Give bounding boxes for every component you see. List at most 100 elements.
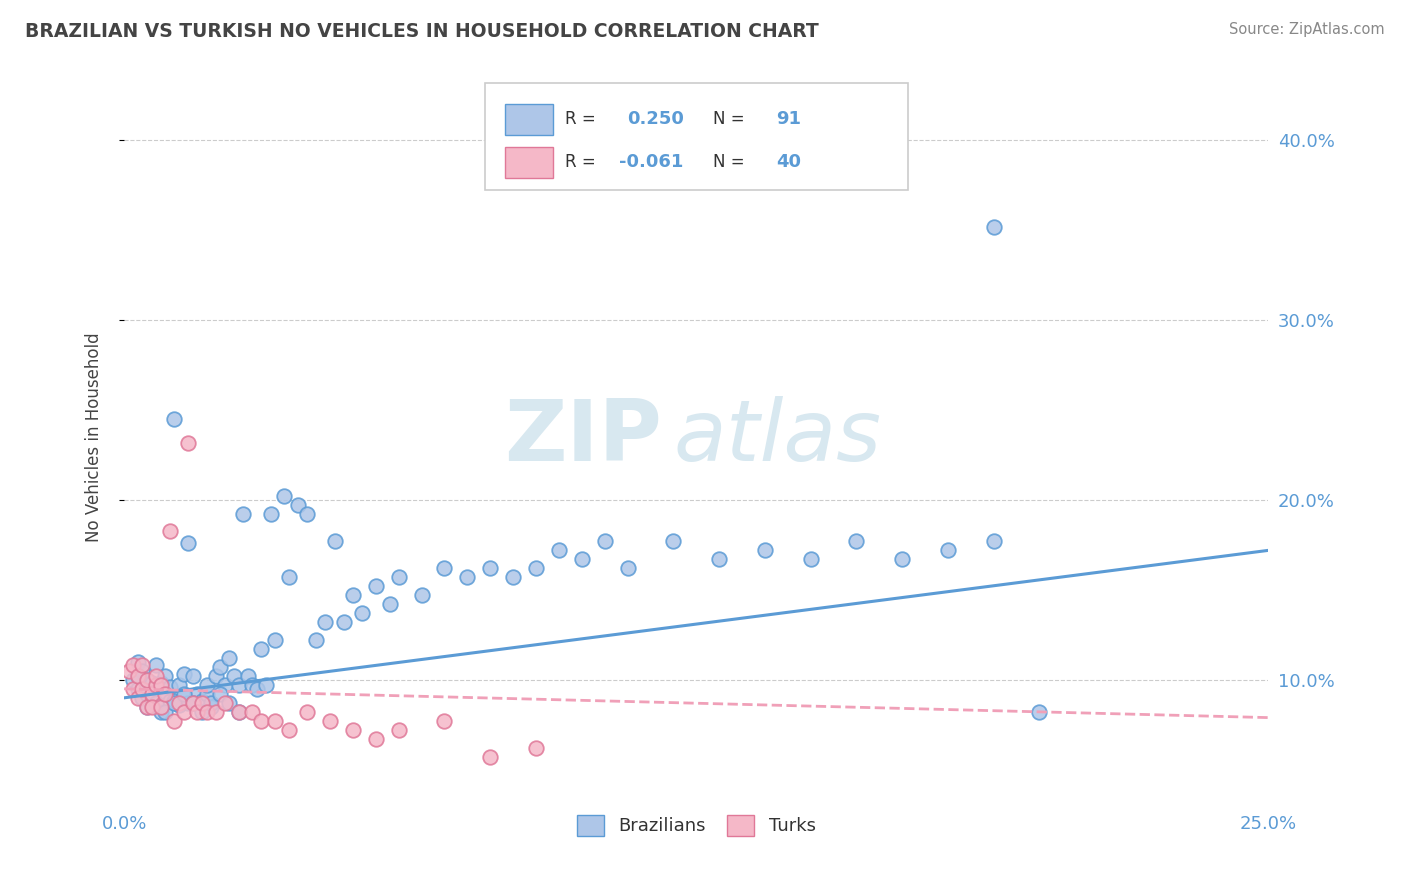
Point <box>433 714 456 729</box>
Point <box>177 435 200 450</box>
Text: -0.061: -0.061 <box>620 153 683 171</box>
Point <box>195 705 218 719</box>
Point <box>983 534 1005 549</box>
Point <box>388 570 411 584</box>
Text: N =: N = <box>713 111 751 128</box>
Point <box>141 676 163 690</box>
Point <box>155 687 177 701</box>
Point <box>145 658 167 673</box>
Point <box>149 699 172 714</box>
Point <box>177 696 200 710</box>
Point <box>983 219 1005 234</box>
Point <box>181 696 204 710</box>
Point <box>149 676 172 690</box>
Point <box>259 508 281 522</box>
Text: 0.250: 0.250 <box>627 111 685 128</box>
Point <box>155 705 177 719</box>
Point <box>159 694 181 708</box>
Point <box>214 678 236 692</box>
Point <box>191 696 214 710</box>
Point <box>754 543 776 558</box>
Legend: Brazilians, Turks: Brazilians, Turks <box>568 805 825 845</box>
Point <box>181 696 204 710</box>
Point <box>136 699 159 714</box>
Point <box>433 561 456 575</box>
Point <box>246 681 269 696</box>
Point <box>200 699 222 714</box>
FancyBboxPatch shape <box>505 146 553 178</box>
Point <box>127 681 149 696</box>
Point <box>264 633 287 648</box>
Point <box>173 687 195 701</box>
Point <box>502 570 524 584</box>
Point <box>295 705 318 719</box>
Text: ZIP: ZIP <box>505 396 662 479</box>
Point <box>131 681 153 696</box>
Point <box>145 696 167 710</box>
Point <box>364 579 387 593</box>
Point <box>131 664 153 678</box>
Point <box>547 543 569 558</box>
FancyBboxPatch shape <box>505 103 553 135</box>
Point <box>571 552 593 566</box>
Point <box>479 561 502 575</box>
Text: 91: 91 <box>776 111 801 128</box>
Point <box>240 678 263 692</box>
Point <box>218 651 240 665</box>
Point <box>295 508 318 522</box>
Point <box>118 664 141 678</box>
Point <box>141 687 163 701</box>
Point <box>254 678 277 692</box>
Point <box>305 633 328 648</box>
Point <box>177 536 200 550</box>
Point <box>167 678 190 692</box>
Point <box>181 669 204 683</box>
Point <box>214 696 236 710</box>
Point <box>127 655 149 669</box>
Point <box>1028 705 1050 719</box>
Point <box>167 698 190 712</box>
Point <box>149 705 172 719</box>
Point <box>891 552 914 566</box>
Point <box>232 508 254 522</box>
Text: R =: R = <box>565 153 600 171</box>
Point <box>163 694 186 708</box>
Point <box>333 615 356 630</box>
Point <box>173 689 195 703</box>
Point <box>127 690 149 705</box>
Point <box>191 694 214 708</box>
Point <box>136 687 159 701</box>
Text: atlas: atlas <box>673 396 882 479</box>
Point <box>236 669 259 683</box>
Point <box>388 723 411 738</box>
Point <box>155 669 177 683</box>
Point <box>159 680 181 694</box>
Point <box>145 678 167 692</box>
Text: R =: R = <box>565 111 600 128</box>
Point <box>479 750 502 764</box>
Point <box>131 658 153 673</box>
Point <box>127 669 149 683</box>
Point <box>364 732 387 747</box>
Point <box>662 534 685 549</box>
Point <box>173 667 195 681</box>
Point <box>163 412 186 426</box>
Point <box>799 552 821 566</box>
Point <box>136 673 159 687</box>
Point <box>273 490 295 504</box>
Point <box>122 673 145 687</box>
Point <box>155 687 177 701</box>
Point <box>191 705 214 719</box>
Point <box>141 699 163 714</box>
Point <box>264 714 287 729</box>
Point <box>186 705 208 719</box>
Point <box>163 714 186 729</box>
Point <box>195 687 218 701</box>
Point <box>319 714 342 729</box>
Point <box>287 499 309 513</box>
Point <box>141 687 163 701</box>
Point <box>204 705 226 719</box>
Point <box>228 678 250 692</box>
Point <box>524 741 547 756</box>
Point <box>195 678 218 692</box>
